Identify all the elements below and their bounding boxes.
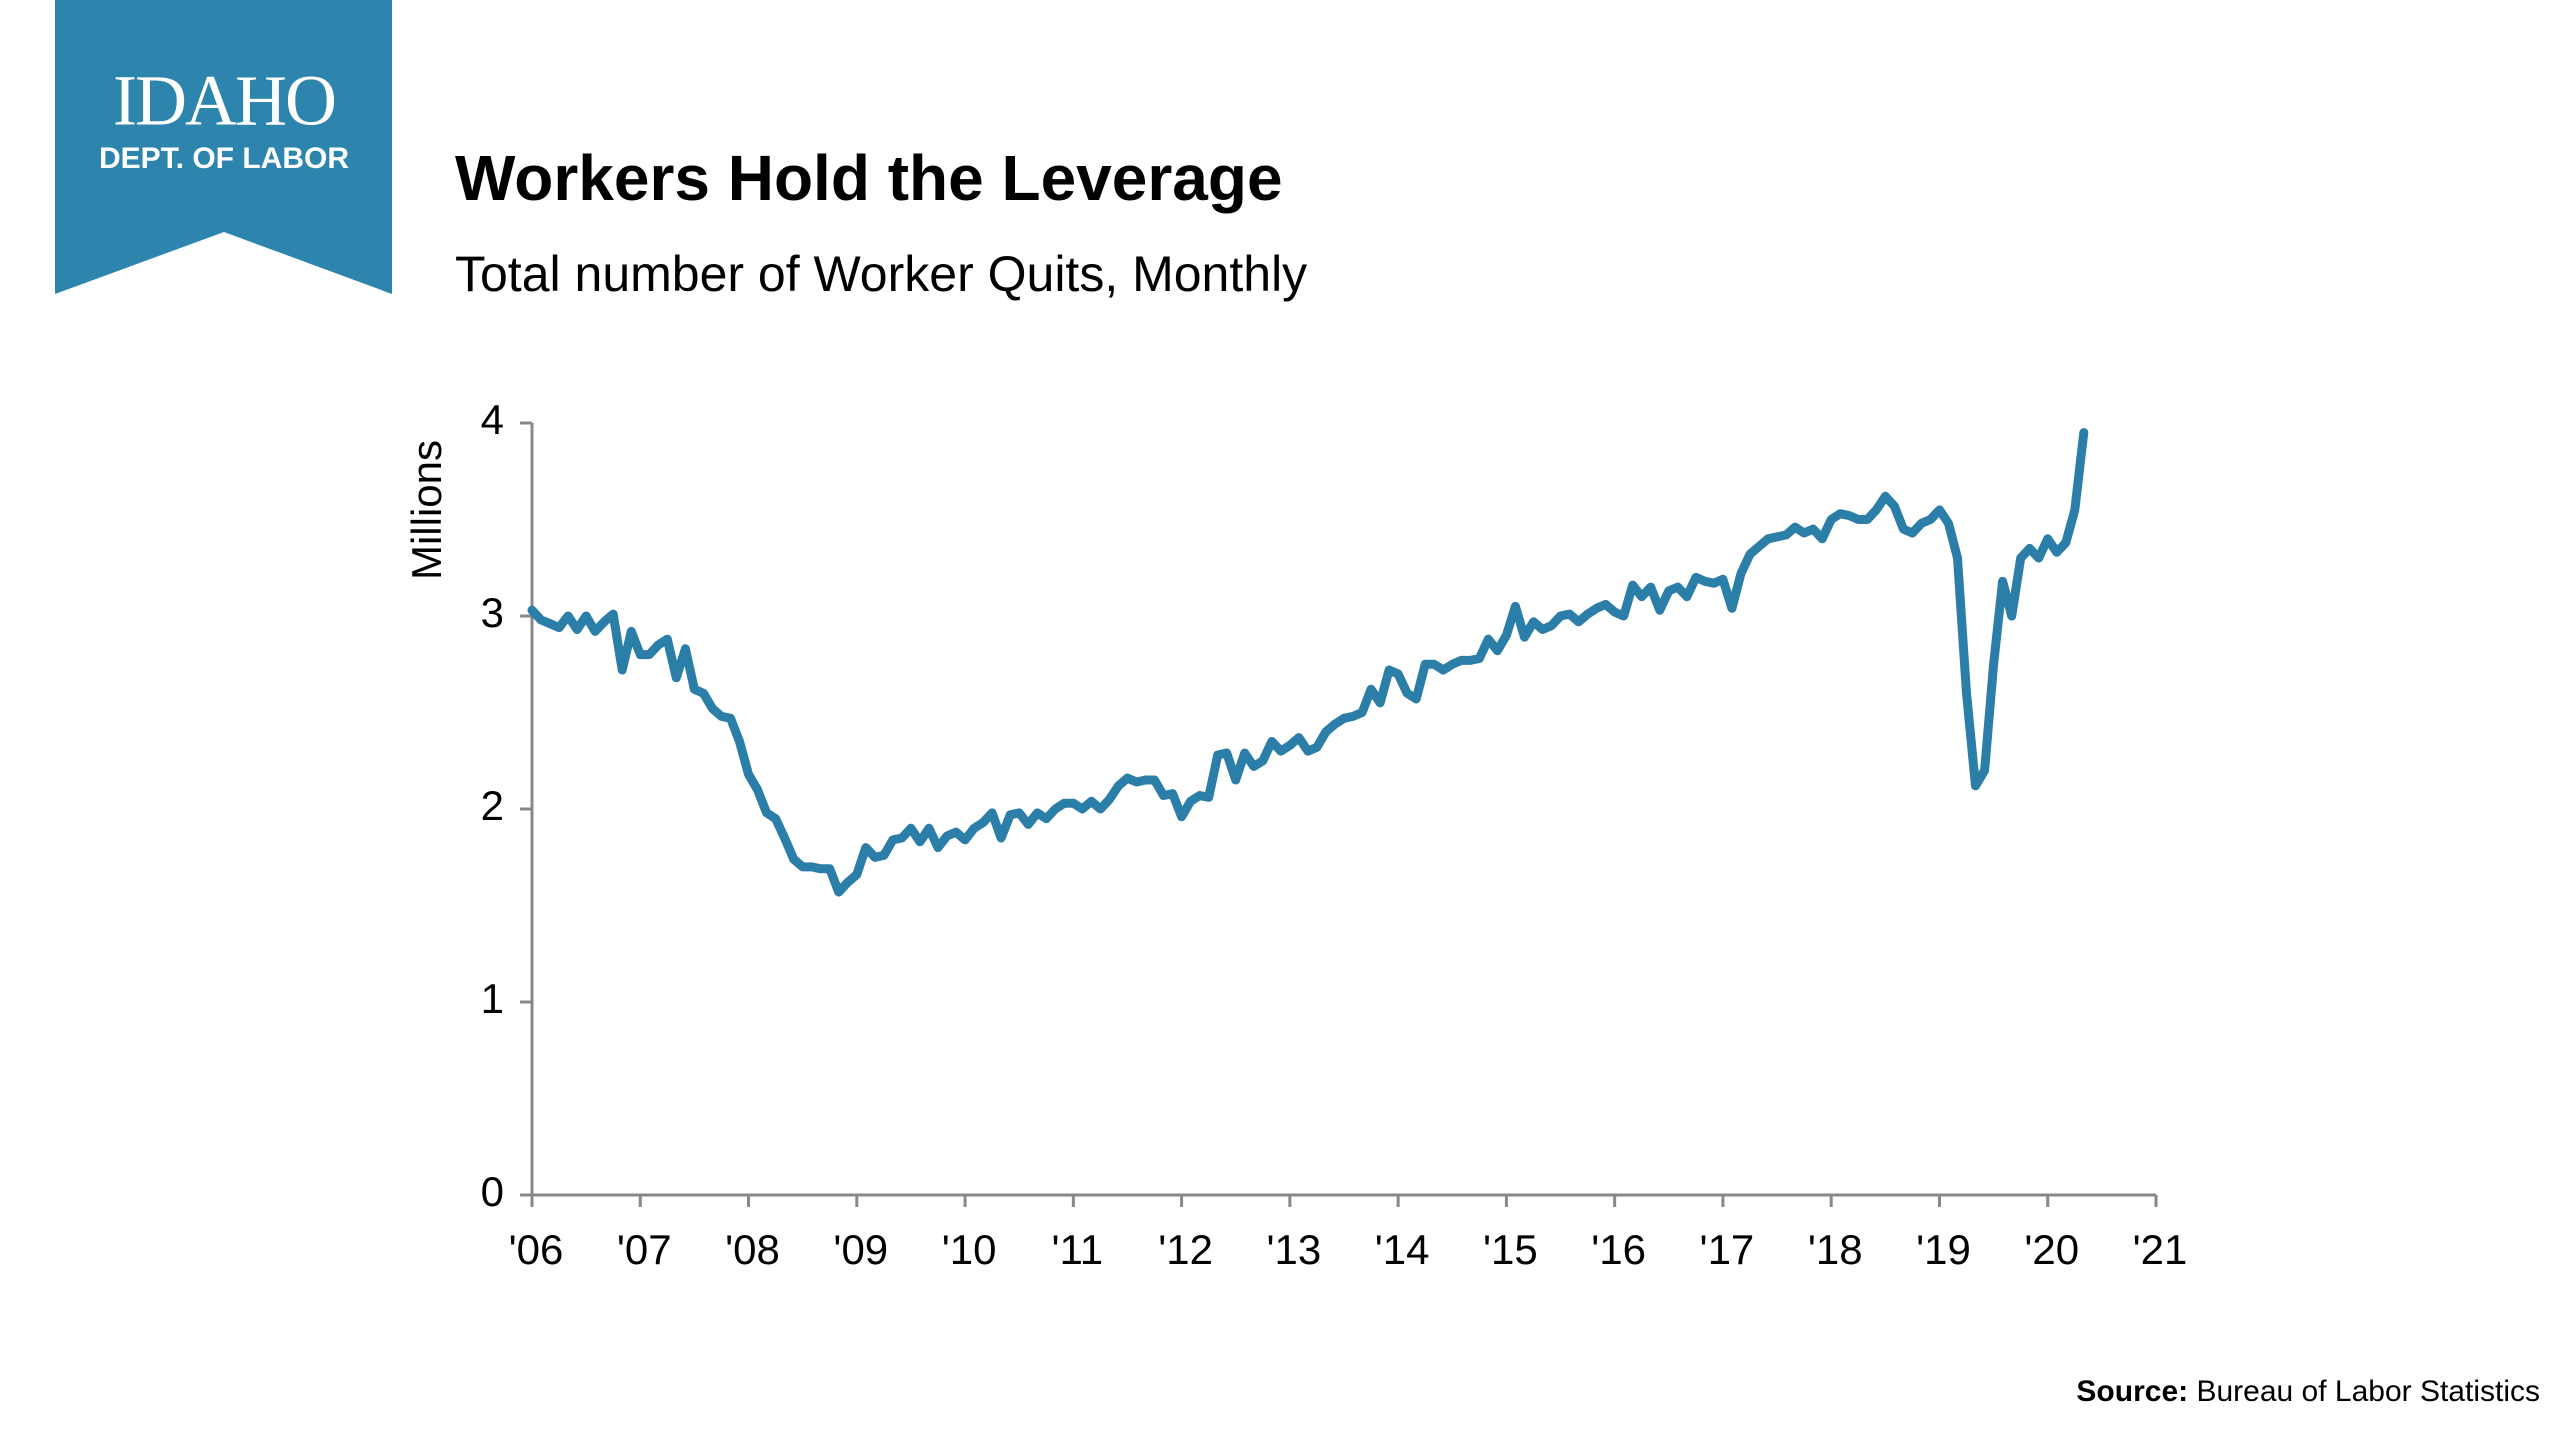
x-tick-label: '13 (1266, 1226, 1321, 1273)
logo-sub: DEPT. OF LABOR (99, 142, 349, 175)
chart-title: Workers Hold the Leverage (455, 142, 1283, 214)
x-tick-label: '11 (1052, 1226, 1104, 1273)
source: Bureau of Labor Statistics (2196, 1375, 2540, 1408)
x-tick-label: '12 (1158, 1226, 1213, 1273)
x-tick-label: '19 (1916, 1226, 1971, 1273)
x-tick-label: '15 (1483, 1226, 1538, 1273)
y-tick-label: 3 (481, 589, 504, 636)
logo-banner (55, 0, 392, 294)
x-tick-label: '09 (833, 1226, 888, 1273)
y-axis-label: Millions (403, 440, 450, 580)
x-tick-label: '06 (509, 1226, 564, 1273)
chart-subtitle: Total number of Worker Quits, Monthly (455, 246, 1307, 302)
source-label: Source: (2076, 1375, 2188, 1408)
x-tick-label: '07 (617, 1226, 672, 1273)
y-tick-label: 0 (481, 1168, 504, 1215)
x-tick-label: '17 (1700, 1226, 1755, 1273)
x-tick-label: '14 (1375, 1226, 1430, 1273)
logo-name: IDAHO (113, 61, 335, 141)
x-tick-label: '20 (2024, 1226, 2079, 1273)
line (527, 428, 2089, 897)
x-tick-label: '08 (725, 1226, 780, 1273)
x-tick-label: '18 (1808, 1226, 1863, 1273)
x-tick-label: '16 (1591, 1226, 1646, 1273)
x-tick-label: '10 (942, 1226, 997, 1273)
y-tick-label: 2 (481, 782, 504, 829)
x-tick-label: '21 (2133, 1226, 2188, 1273)
source-note: Source: Bureau of Labor Statistics (2076, 1375, 2540, 1408)
y-tick-label: 4 (481, 396, 504, 443)
y-tick-label: 1 (481, 975, 504, 1022)
